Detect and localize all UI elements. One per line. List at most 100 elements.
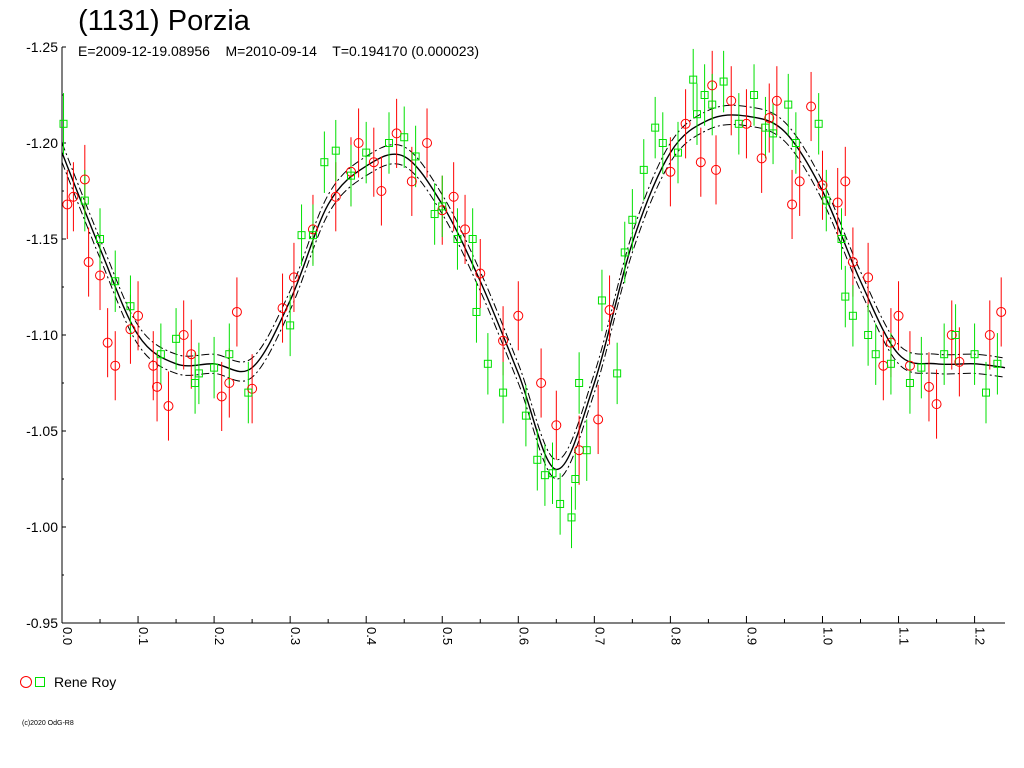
data-point-circle [125,324,136,335]
data-point-circle [931,399,942,410]
data-point-circle [368,157,379,168]
copyright-notice: (c)2020 OdG-R8 [22,720,74,727]
data-point-square [769,129,778,138]
data-point-square [871,350,880,359]
data-point-square [658,139,667,147]
x-tick-label: 0.7 [592,627,607,645]
data-point-circle [231,306,242,317]
data-point-square [556,499,565,508]
y-tick-label: -0.95 [26,615,58,631]
data-point-circle [764,113,775,124]
data-point-circle [110,360,121,371]
data-point-circle [422,138,433,148]
data-point-square [613,369,622,378]
data-point-square [864,331,873,339]
data-point-circle [62,199,73,210]
data-point-circle [376,186,387,196]
data-point-circle [551,420,562,431]
data-point-circle [353,138,364,148]
data-point-square [244,388,253,397]
data-point-square [970,350,979,359]
data-point-circle [152,381,163,392]
data-point-square [400,133,409,142]
data-point-square [750,91,759,99]
chart-subtitle: E=2009-12-19.08956 M=2010-09-14 T=0.1941… [78,43,479,59]
data-point-square [453,235,462,243]
y-tick-label: -1.00 [26,519,58,535]
data-point-square [628,215,637,224]
data-point-circle [771,95,782,106]
legend-label: Rene Roy [54,674,117,690]
data-point-circle [330,191,341,202]
data-point-square [331,146,340,155]
data-point-circle [954,356,965,367]
data-point-square [210,363,219,372]
data-point-square [346,171,355,180]
data-point-square [111,277,120,286]
data-point-circle [863,272,874,283]
y-tick-label: -1.05 [26,423,58,439]
data-point-square [297,231,306,240]
fit-curve [61,114,1006,471]
data-point-circle [832,197,843,208]
data-point-circle [68,191,79,202]
data-point-circle [984,330,995,340]
data-point-circle [277,303,288,314]
data-point-square [708,100,717,109]
data-point-circle [847,257,858,268]
y-tick-label: -1.20 [26,135,58,151]
data-point-square [734,119,743,128]
data-point-square [693,110,702,119]
data-point-circle [996,306,1007,317]
data-point-square [430,210,439,219]
data-point-square [286,321,295,330]
data-point-circle [923,381,934,392]
data-point-square [308,231,317,240]
data-point-circle [711,164,722,175]
data-point-square [533,455,542,464]
data-point-square [468,235,477,243]
data-point-square [438,202,447,211]
data-point-square [521,411,530,420]
data-point-circle [680,118,691,129]
data-point-square [940,350,949,359]
data-point-circle [186,349,197,360]
data-point-circle [345,166,356,177]
data-point-square [80,196,89,205]
data-point-circle [307,224,318,235]
data-point-square [156,350,165,359]
data-point-square [548,469,557,478]
data-point-circle [406,176,417,187]
data-point-square [499,388,508,397]
data-point-circle [806,101,817,112]
y-tick-label: -1.10 [26,327,58,343]
data-point-circle [148,360,159,371]
data-point-circle [460,224,471,235]
data-point-square [483,359,492,368]
error-bars [63,48,1002,549]
data-point-circle [726,95,737,106]
legend-square-marker [35,677,45,687]
data-point-square [126,302,135,311]
data-point-circle [498,335,509,346]
legend: Rene Roy [20,674,116,690]
data-point-square [639,165,648,174]
fit-envelope-upper [61,104,1006,461]
fit-envelope-lower [61,123,1006,480]
data-point-square [191,379,200,387]
data-point-square [951,331,960,339]
data-point-circle [946,330,957,340]
data-point-circle [707,80,718,91]
data-point-circle [224,378,235,388]
x-tick-label: 0.6 [516,627,531,645]
data-point-circle [448,191,459,202]
x-tick-label: 0.1 [136,627,151,645]
data-point-circle [695,157,706,168]
data-point-square [837,235,846,243]
data-point-circle [817,180,828,191]
x-tick-label: 0.5 [440,627,455,645]
data-point-square [993,359,1002,368]
data-point-circle [756,153,767,164]
data-point-circle [885,337,896,348]
